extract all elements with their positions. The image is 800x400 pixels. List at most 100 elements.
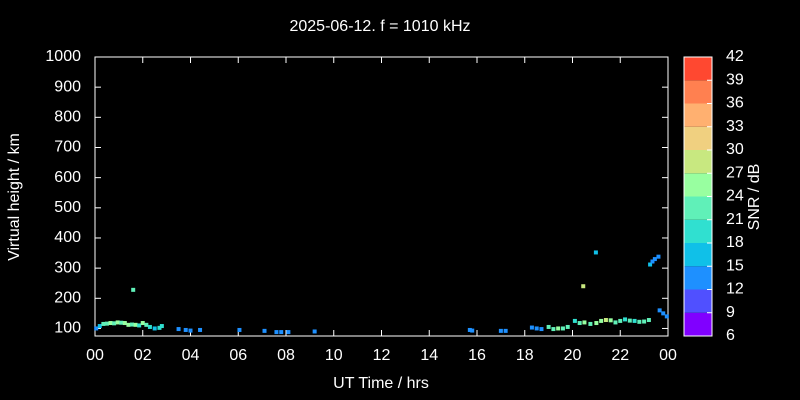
x-tick-label: 10: [325, 347, 343, 364]
data-point: [661, 311, 666, 316]
data-point: [637, 319, 642, 324]
data-point: [582, 320, 587, 325]
x-tick-label: 22: [611, 347, 629, 364]
x-tick-label: 14: [420, 347, 438, 364]
colorbar-band: [684, 196, 712, 220]
data-point: [618, 318, 623, 323]
colorbar-label: SNR / dB: [746, 164, 763, 231]
data-point: [279, 330, 284, 335]
data-point: [593, 250, 598, 255]
data-point: [652, 257, 657, 262]
colorbar-band: [684, 289, 712, 313]
chart-title: 2025-06-12. f = 1010 kHz: [289, 18, 470, 35]
data-point: [237, 327, 242, 332]
y-axis-label: Virtual height / km: [6, 133, 23, 261]
colorbar-band: [684, 150, 712, 174]
data-point: [104, 321, 109, 326]
data-point: [286, 330, 291, 335]
colorbar-tick-label: 36: [726, 95, 744, 112]
data-point: [152, 326, 157, 331]
data-point: [503, 328, 508, 333]
y-tick-label: 100: [54, 320, 81, 337]
data-point: [467, 327, 472, 332]
data-point: [529, 325, 534, 330]
x-tick-label: 04: [182, 347, 200, 364]
colorbar-band: [684, 219, 712, 243]
data-point: [539, 327, 544, 332]
y-tick-label: 400: [54, 229, 81, 246]
data-point: [599, 318, 604, 323]
y-tick-label: 600: [54, 169, 81, 186]
data-point: [546, 324, 551, 329]
colorbar-tick-label: 39: [726, 71, 744, 88]
colorbar-tick-label: 30: [726, 141, 744, 158]
data-point: [560, 326, 565, 331]
data-point: [565, 324, 570, 329]
data-point: [140, 321, 145, 326]
y-tick-label: 700: [54, 139, 81, 156]
data-point: [627, 318, 632, 323]
y-tick-label: 800: [54, 109, 81, 126]
data-point: [650, 259, 655, 264]
data-point: [594, 321, 599, 326]
data-point: [115, 320, 120, 325]
colorbar-tick-label: 24: [726, 188, 744, 205]
colorbar-tick-label: 42: [726, 48, 744, 65]
x-tick-label: 16: [468, 347, 486, 364]
data-point: [470, 328, 475, 333]
data-point: [126, 322, 131, 327]
colorbar-tick-label: 33: [726, 118, 744, 135]
data-point: [656, 254, 661, 259]
data-point: [97, 324, 102, 329]
data-point: [137, 323, 142, 328]
x-tick-label: 20: [564, 347, 582, 364]
data-point: [664, 314, 669, 319]
colorbar-tick-label: 21: [726, 211, 744, 228]
data-point: [122, 321, 127, 326]
data-point: [556, 326, 561, 331]
data-point: [551, 327, 556, 332]
data-point: [642, 319, 647, 324]
data-point: [498, 328, 503, 333]
data-point: [262, 328, 267, 333]
colorbar-band: [684, 243, 712, 267]
data-point: [312, 329, 317, 334]
data-point: [623, 317, 628, 322]
colorbar-tick-label: 18: [726, 234, 744, 251]
colorbar-tick-label: 27: [726, 164, 744, 181]
data-point: [632, 318, 637, 323]
data-point: [572, 318, 577, 323]
colorbar-tick-label: 6: [726, 327, 735, 344]
data-point: [183, 327, 188, 332]
data-point: [130, 322, 135, 327]
colorbar-tick-label: 12: [726, 281, 744, 298]
x-tick-label: 00: [86, 347, 104, 364]
x-tick-label: 08: [277, 347, 295, 364]
data-point: [112, 321, 117, 326]
data-point: [133, 322, 138, 327]
x-tick-label: 00: [659, 347, 677, 364]
data-point: [188, 328, 193, 333]
data-point: [588, 321, 593, 326]
data-point: [159, 324, 164, 329]
x-tick-label: 06: [229, 347, 247, 364]
data-point: [274, 330, 279, 335]
data-point: [198, 327, 203, 332]
colorbar-band: [684, 266, 712, 290]
data-point: [94, 326, 99, 331]
data-point: [144, 322, 149, 327]
data-point: [657, 308, 662, 313]
colorbar-band: [684, 126, 712, 150]
x-tick-label: 18: [516, 347, 534, 364]
data-point: [646, 318, 651, 323]
data-point: [603, 318, 608, 323]
data-point: [131, 287, 136, 292]
data-point: [157, 325, 162, 330]
data-point: [648, 262, 653, 267]
data-point: [147, 324, 152, 329]
y-tick-label: 500: [54, 199, 81, 216]
colorbar-band: [684, 103, 712, 127]
colorbar-tick-label: 9: [726, 304, 735, 321]
